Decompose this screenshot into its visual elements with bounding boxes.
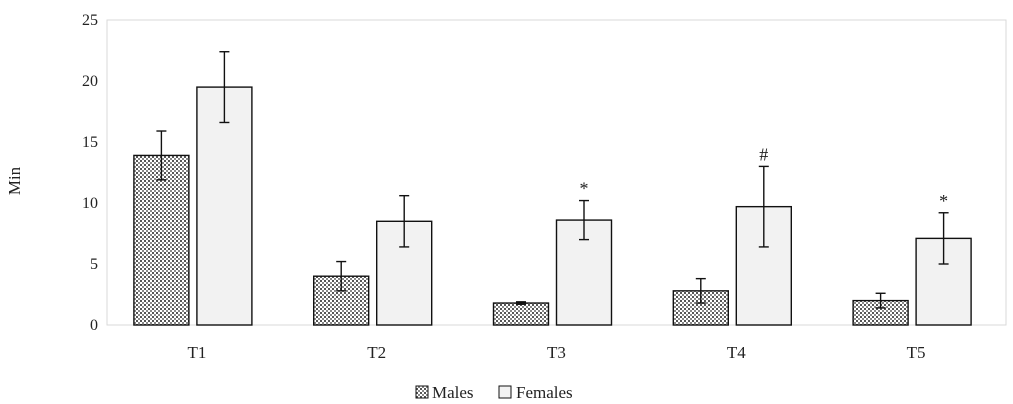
annotation-t4: # [759,144,768,164]
y-axis: 0 5 10 15 20 25 [82,12,98,334]
legend-item-females: Females [498,383,573,402]
x-tick-label-t3: T3 [547,343,566,362]
x-tick-label-t2: T2 [367,343,386,362]
error-bar-females-t5 [938,212,949,265]
error-bar-females-t4 [758,165,769,248]
annotation-t3: * [580,179,589,199]
bar-males-t1 [133,154,190,326]
error-bar-females-t3 [579,199,589,241]
x-tick-label-t4: T4 [727,343,746,362]
x-axis: T1 T2 T3 T4 T5 [187,343,925,362]
bar-males-t3 [492,302,550,326]
error-bar-females-t2 [399,194,410,248]
error-bar-males-t5 [875,292,886,309]
error-bar-males-t4 [695,277,706,304]
legend-item-males: Males [415,383,474,402]
y-tick-label: 20 [82,73,98,90]
x-tick-label-t5: T5 [907,343,926,362]
error-bar-males-t2 [336,260,347,292]
y-tick-label: 15 [82,134,98,151]
y-axis-title: Min [5,166,24,195]
y-tick-label: 5 [90,256,98,273]
y-tick-label: 10 [82,195,98,212]
error-bar-males-t3 [516,301,526,305]
legend-label-females: Females [516,383,573,402]
annotation-t5: * [939,191,948,211]
error-bar-males-t1 [156,130,167,181]
x-tick-label-t1: T1 [187,343,206,362]
legend-swatch-females [498,385,512,399]
legend-swatch-males [415,385,429,399]
error-bar-females-t1 [219,51,230,124]
significance-annotations: * # * [580,144,949,210]
y-tick-label: 0 [90,317,98,334]
y-tick-label: 25 [82,12,98,29]
error-bars [156,51,949,309]
legend-label-males: Males [432,383,474,402]
bar-males-t4 [672,290,729,326]
legend: Males Females [415,383,573,402]
bars [133,86,972,326]
